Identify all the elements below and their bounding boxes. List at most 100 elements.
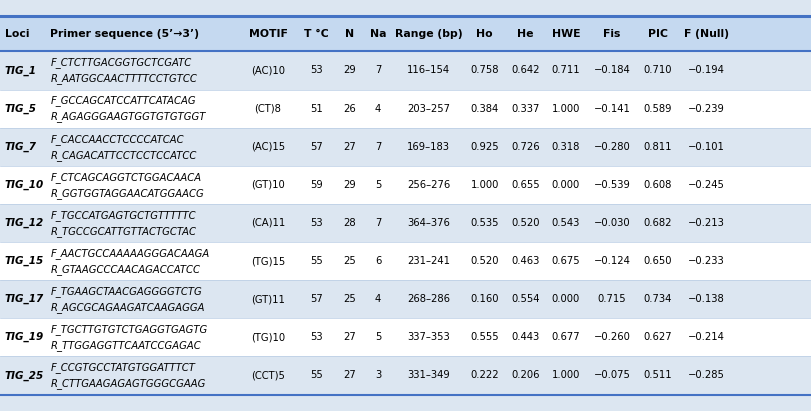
Text: TIG_1: TIG_1: [5, 65, 36, 76]
Text: (AC)10: (AC)10: [251, 65, 285, 76]
Text: F_AACTGCCAAAAAGGGACAAGA: F_AACTGCCAAAAAGGGACAAGA: [50, 248, 209, 259]
Text: R_AGCGCAGAAGATCAAGAGGA: R_AGCGCAGAAGATCAAGAGGA: [50, 302, 204, 313]
Text: 26: 26: [343, 104, 356, 113]
Text: (CT)8: (CT)8: [254, 104, 281, 113]
Text: 203–257: 203–257: [407, 104, 449, 113]
Text: 0.000: 0.000: [551, 294, 579, 304]
Text: 27: 27: [343, 370, 356, 381]
Text: 5: 5: [375, 180, 380, 190]
Text: 0.715: 0.715: [597, 294, 625, 304]
Text: R_CTTGAAGAGAGTGGGCGAAG: R_CTTGAAGAGAGTGGGCGAAG: [50, 379, 205, 389]
Text: 0.520: 0.520: [470, 256, 499, 266]
Text: 0.682: 0.682: [642, 218, 672, 228]
Text: R_AATGGCAACTTTTCCTGTCC: R_AATGGCAACTTTTCCTGTCC: [50, 74, 197, 84]
Text: −0.194: −0.194: [687, 65, 724, 76]
Text: 29: 29: [343, 180, 356, 190]
Text: Range (bp): Range (bp): [394, 29, 462, 39]
Text: −0.285: −0.285: [687, 370, 724, 381]
Text: 1.000: 1.000: [470, 180, 498, 190]
Text: 29: 29: [343, 65, 356, 76]
Text: Fis: Fis: [603, 29, 620, 39]
Text: 1.000: 1.000: [551, 104, 579, 113]
Text: 0.925: 0.925: [470, 142, 499, 152]
Text: −0.213: −0.213: [687, 218, 724, 228]
Text: −0.214: −0.214: [687, 332, 724, 342]
Text: 0.222: 0.222: [470, 370, 499, 381]
Text: 25: 25: [343, 294, 356, 304]
Text: 5: 5: [375, 332, 380, 342]
Text: TIG_17: TIG_17: [5, 294, 44, 305]
Text: 27: 27: [343, 332, 356, 342]
Text: 59: 59: [310, 180, 323, 190]
Text: 0.711: 0.711: [551, 65, 580, 76]
Text: 53: 53: [310, 332, 323, 342]
Text: (AC)15: (AC)15: [251, 142, 285, 152]
Text: F_CCGTGCCTATGTGGATTTCT: F_CCGTGCCTATGTGGATTTCT: [50, 363, 195, 373]
Text: 57: 57: [310, 142, 323, 152]
Text: T °C: T °C: [304, 29, 328, 39]
Text: −0.124: −0.124: [593, 256, 629, 266]
Text: −0.184: −0.184: [593, 65, 629, 76]
Text: 0.337: 0.337: [511, 104, 539, 113]
Text: 0.710: 0.710: [642, 65, 672, 76]
Text: 0.511: 0.511: [642, 370, 672, 381]
Text: −0.260: −0.260: [593, 332, 629, 342]
Text: 0.520: 0.520: [510, 218, 539, 228]
Text: 0.677: 0.677: [551, 332, 580, 342]
Text: 0.543: 0.543: [551, 218, 579, 228]
Text: R_GGTGGTAGGAACATGGAACG: R_GGTGGTAGGAACATGGAACG: [50, 188, 204, 199]
Text: 0.000: 0.000: [551, 180, 579, 190]
Text: F_CTCAGCAGGTCTGGACAACA: F_CTCAGCAGGTCTGGACAACA: [50, 172, 201, 182]
Text: −0.030: −0.030: [593, 218, 629, 228]
Text: 55: 55: [310, 256, 323, 266]
Text: 0.206: 0.206: [510, 370, 539, 381]
Text: 0.627: 0.627: [642, 332, 672, 342]
Text: 256–276: 256–276: [406, 180, 450, 190]
Text: F_GCCAGCATCCATTCATACAG: F_GCCAGCATCCATTCATACAG: [50, 95, 195, 106]
Bar: [0, 356, 811, 395]
Bar: [0, 280, 811, 318]
Text: 0.554: 0.554: [510, 294, 539, 304]
Text: 0.318: 0.318: [551, 142, 579, 152]
Text: TIG_7: TIG_7: [5, 141, 36, 152]
Text: 0.650: 0.650: [642, 256, 672, 266]
Text: TIG_10: TIG_10: [5, 180, 44, 190]
Text: 0.675: 0.675: [551, 256, 580, 266]
Text: PIC: PIC: [647, 29, 667, 39]
Text: 51: 51: [310, 104, 323, 113]
Text: 7: 7: [375, 218, 380, 228]
Text: F_TGCTTGTGTCTGAGGTGAGTG: F_TGCTTGTGTCTGAGGTGAGTG: [50, 324, 208, 335]
Text: Primer sequence (5’→3’): Primer sequence (5’→3’): [50, 29, 199, 39]
Text: R_TTGGAGGTTCAATCCGAGAC: R_TTGGAGGTTCAATCCGAGAC: [50, 340, 201, 351]
Text: 57: 57: [310, 294, 323, 304]
Text: 28: 28: [343, 218, 356, 228]
Text: 7: 7: [375, 142, 380, 152]
Text: 1.000: 1.000: [551, 370, 579, 381]
Bar: [0, 90, 811, 128]
Text: −0.539: −0.539: [593, 180, 629, 190]
Text: (TG)10: (TG)10: [251, 332, 285, 342]
Text: 116–154: 116–154: [406, 65, 450, 76]
Bar: [0, 16, 811, 51]
Text: 0.555: 0.555: [470, 332, 499, 342]
Text: 268–286: 268–286: [407, 294, 449, 304]
Text: 0.655: 0.655: [510, 180, 539, 190]
Text: TIG_12: TIG_12: [5, 218, 44, 228]
Bar: [0, 318, 811, 356]
Text: (GT)11: (GT)11: [251, 294, 285, 304]
Text: −0.233: −0.233: [687, 256, 724, 266]
Text: (GT)10: (GT)10: [251, 180, 285, 190]
Text: He: He: [517, 29, 533, 39]
Text: 0.608: 0.608: [643, 180, 671, 190]
Bar: [0, 204, 811, 242]
Text: (CA)11: (CA)11: [251, 218, 285, 228]
Text: 0.463: 0.463: [511, 256, 539, 266]
Text: TIG_5: TIG_5: [5, 104, 36, 114]
Text: R_CAGACATTCCTCCTCCATCC: R_CAGACATTCCTCCTCCATCC: [50, 150, 196, 161]
Text: F_TGCCATGAGTGCTGTTTTTC: F_TGCCATGAGTGCTGTTTTTC: [50, 210, 195, 221]
Bar: [0, 166, 811, 204]
Text: 0.160: 0.160: [470, 294, 499, 304]
Text: F_TGAAGCTAACGAGGGGTCTG: F_TGAAGCTAACGAGGGGTCTG: [50, 286, 202, 297]
Text: R_AGAGGGAAGTGGTGTGTGGT: R_AGAGGGAAGTGGTGTGTGGT: [50, 111, 205, 122]
Text: 0.535: 0.535: [470, 218, 499, 228]
